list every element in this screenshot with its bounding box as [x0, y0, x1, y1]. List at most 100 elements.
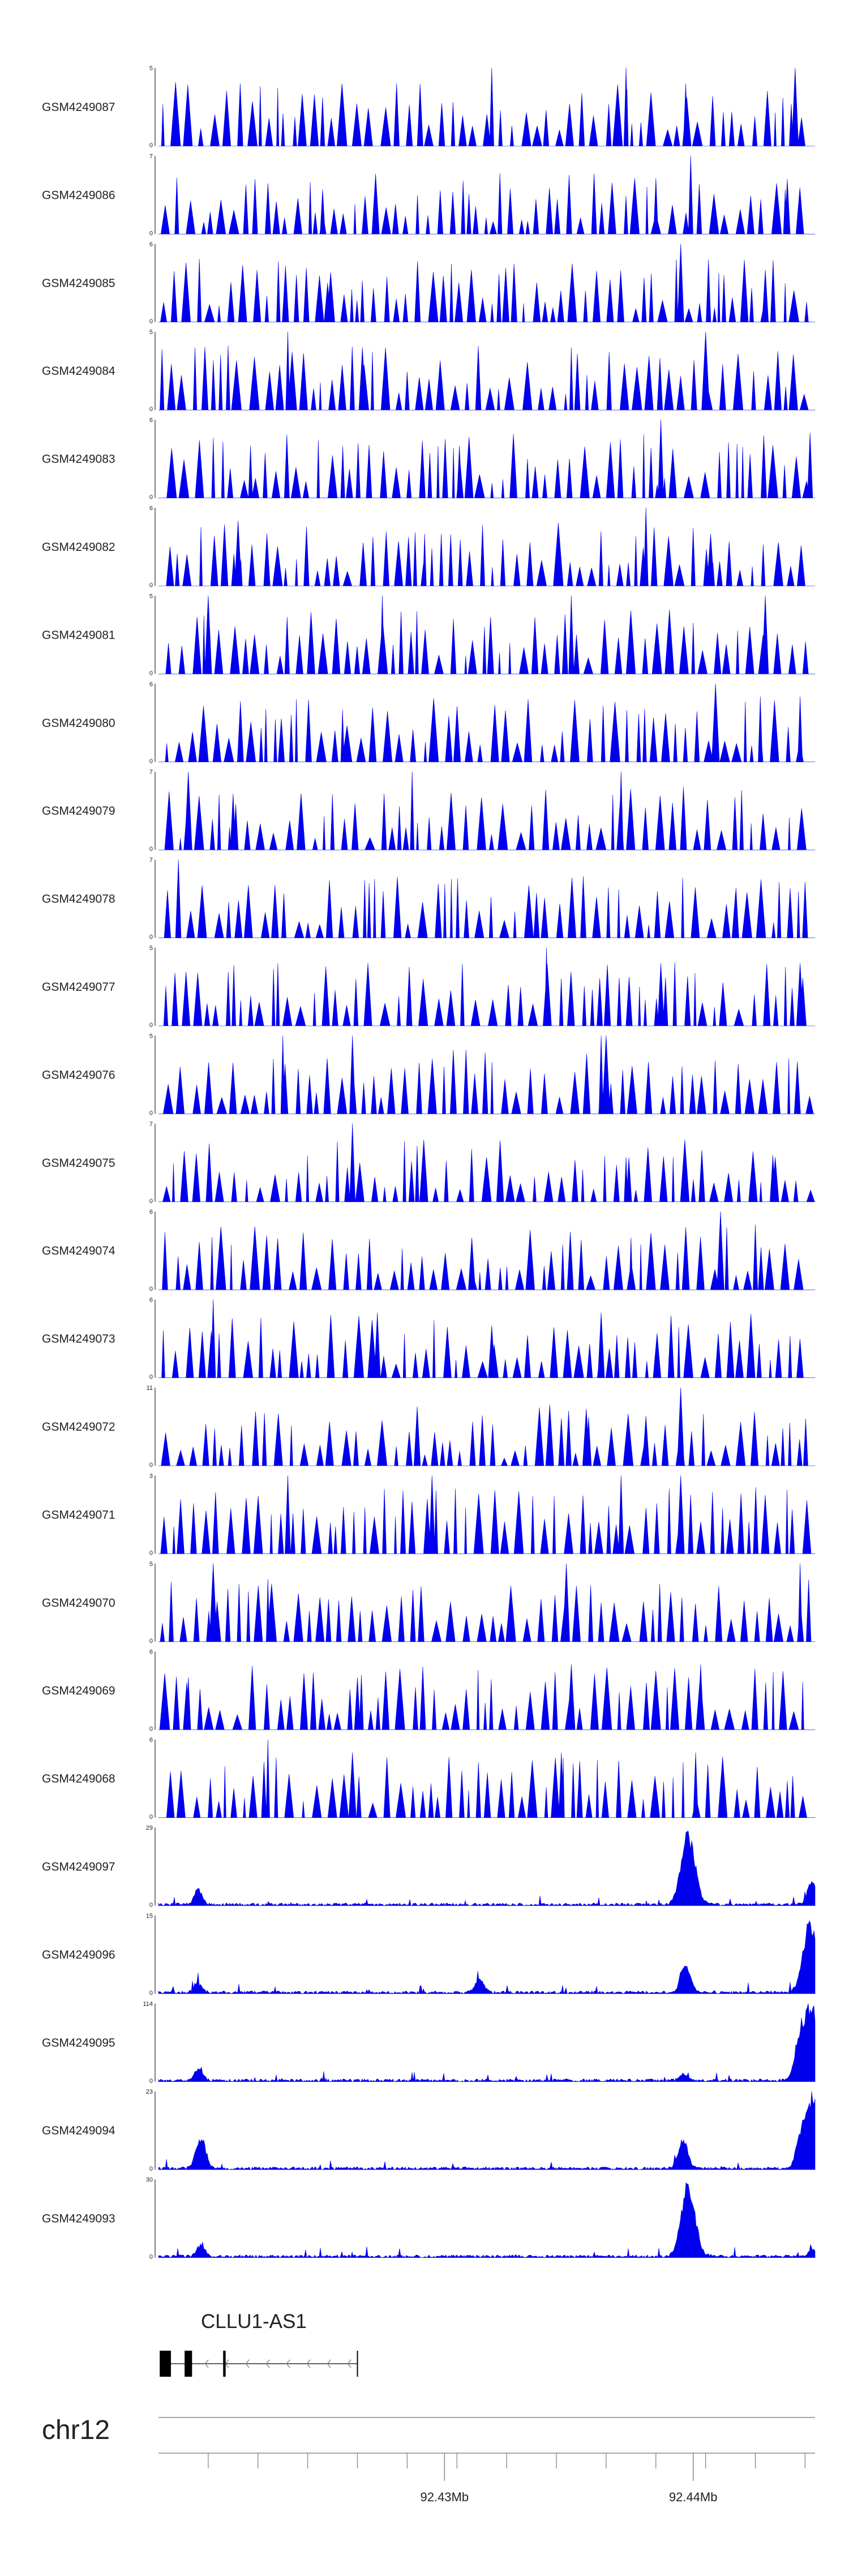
- y-tick-max: 5: [149, 65, 153, 72]
- coverage-area: [158, 1563, 816, 1642]
- strand-arrow: [306, 2359, 311, 2368]
- y-tick-max: 6: [149, 1209, 153, 1216]
- y-tick-max: 7: [149, 1121, 153, 1128]
- y-tick-max: 3: [149, 1473, 153, 1479]
- y-tick-zero: 0: [149, 2254, 153, 2261]
- y-tick-max: 29: [146, 1825, 153, 1832]
- track: GSM4249096 15 0: [42, 1912, 816, 1996]
- track: GSM4249073 6 0: [42, 1297, 816, 1381]
- y-tick-max: 23: [146, 2089, 153, 2095]
- y-tick-zero: 0: [149, 582, 153, 589]
- track-label: GSM4249095: [42, 2036, 115, 2049]
- y-tick-max: 114: [143, 2001, 153, 2008]
- strand-arrow: [265, 2359, 270, 2368]
- y-tick-max: 15: [146, 1912, 153, 1919]
- y-tick-max: 7: [149, 153, 153, 160]
- track-label: GSM4249083: [42, 453, 115, 466]
- y-tick-zero: 0: [149, 1550, 153, 1556]
- track: GSM4249082 6 0: [42, 505, 816, 589]
- y-tick-max: 6: [149, 1649, 153, 1655]
- track-label: GSM4249070: [42, 1597, 115, 1610]
- track-label: GSM4249077: [42, 981, 115, 994]
- track-label: GSM4249097: [42, 1860, 115, 1873]
- coverage-area: [158, 2003, 816, 2082]
- track: GSM4249093 30 0: [42, 2177, 816, 2261]
- coverage-area: [158, 1739, 816, 1818]
- y-tick-max: 30: [146, 2177, 153, 2184]
- coverage-area: [158, 1387, 816, 1466]
- y-tick-zero: 0: [149, 846, 153, 853]
- major-tick-label: 92.43Mb: [420, 2490, 469, 2504]
- y-tick-zero: 0: [149, 1638, 153, 1645]
- coverage-area: [158, 1035, 816, 1114]
- y-tick-max: 6: [149, 1297, 153, 1304]
- y-tick-max: 6: [149, 241, 153, 248]
- chromosome-label: chr12: [42, 2415, 110, 2445]
- chromosome-ruler: chr12 92.43Mb 92.44Mb: [42, 2415, 815, 2504]
- y-tick-zero: 0: [149, 2078, 153, 2085]
- major-tick-label: 92.44Mb: [669, 2490, 718, 2504]
- track-label: GSM4249081: [42, 628, 115, 641]
- track: GSM4249076 5 0: [42, 1033, 816, 1116]
- y-tick-zero: 0: [149, 1462, 153, 1469]
- coverage-area: [158, 947, 816, 1026]
- strand-arrow: [327, 2359, 331, 2368]
- gene-name: CLLU1-AS1: [201, 2310, 307, 2333]
- track-label: GSM4249072: [42, 1420, 115, 1434]
- track: GSM4249081 5 0: [42, 593, 816, 677]
- exon: [185, 2351, 192, 2377]
- coverage-area: [158, 243, 816, 323]
- coverage-area: [158, 1664, 816, 1730]
- coverage-area: [158, 596, 816, 674]
- track: GSM4249068 6 0: [42, 1737, 816, 1821]
- y-tick-max: 5: [149, 1561, 153, 1568]
- track-label: GSM4249073: [42, 1333, 115, 1346]
- track-label: GSM4249082: [42, 541, 115, 554]
- track-label: GSM4249075: [42, 1157, 115, 1170]
- y-tick-max: 7: [149, 857, 153, 864]
- y-tick-zero: 0: [149, 758, 153, 765]
- y-tick-zero: 0: [149, 1989, 153, 1996]
- y-tick-max: 5: [149, 945, 153, 952]
- track: GSM4249074 6 0: [42, 1209, 816, 1293]
- coverage-tracks: GSM424908750GSM424908670GSM424908560GSM4…: [42, 65, 816, 2261]
- track-label: GSM4249096: [42, 1948, 115, 1961]
- coverage-area: [158, 683, 816, 763]
- coverage-area: [158, 507, 816, 587]
- y-tick-max: 6: [149, 681, 153, 688]
- y-tick-zero: 0: [149, 1814, 153, 1821]
- coverage-area: [158, 1123, 816, 1203]
- y-tick-zero: 0: [149, 1902, 153, 1909]
- y-tick-zero: 0: [149, 2166, 153, 2172]
- track: GSM4249077 5 0: [42, 945, 816, 1029]
- y-tick-zero: 0: [149, 406, 153, 413]
- coverage-area: [158, 1475, 816, 1554]
- track: GSM4249072 11 0: [42, 1385, 816, 1469]
- coverage-area: [158, 331, 816, 410]
- track: GSM4249095 114 0: [42, 2001, 816, 2085]
- y-tick-zero: 0: [149, 1374, 153, 1381]
- y-tick-zero: 0: [149, 142, 153, 149]
- track-label: GSM4249068: [42, 1773, 115, 1786]
- y-tick-zero: 0: [149, 670, 153, 677]
- track-label: GSM4249094: [42, 2124, 115, 2137]
- coverage-area: [158, 859, 816, 938]
- track: GSM4249070 5 0: [42, 1561, 816, 1645]
- coverage-area: [158, 156, 816, 234]
- y-tick-zero: 0: [149, 1110, 153, 1116]
- y-tick-zero: 0: [149, 230, 153, 237]
- y-tick-zero: 0: [149, 1726, 153, 1732]
- track: GSM4249071 3 0: [42, 1473, 816, 1556]
- track: GSM4249075 7 0: [42, 1121, 816, 1205]
- coverage-area: [158, 420, 816, 498]
- track-label: GSM4249078: [42, 893, 115, 906]
- strand-arrow: [347, 2359, 351, 2368]
- y-tick-zero: 0: [149, 318, 153, 325]
- strand-arrow: [245, 2359, 250, 2368]
- track-label: GSM4249071: [42, 1508, 115, 1521]
- y-tick-max: 7: [149, 769, 153, 776]
- track-label: GSM4249085: [42, 277, 115, 290]
- track: GSM4249087 5 0: [42, 65, 816, 149]
- track-label: GSM4249093: [42, 2213, 115, 2226]
